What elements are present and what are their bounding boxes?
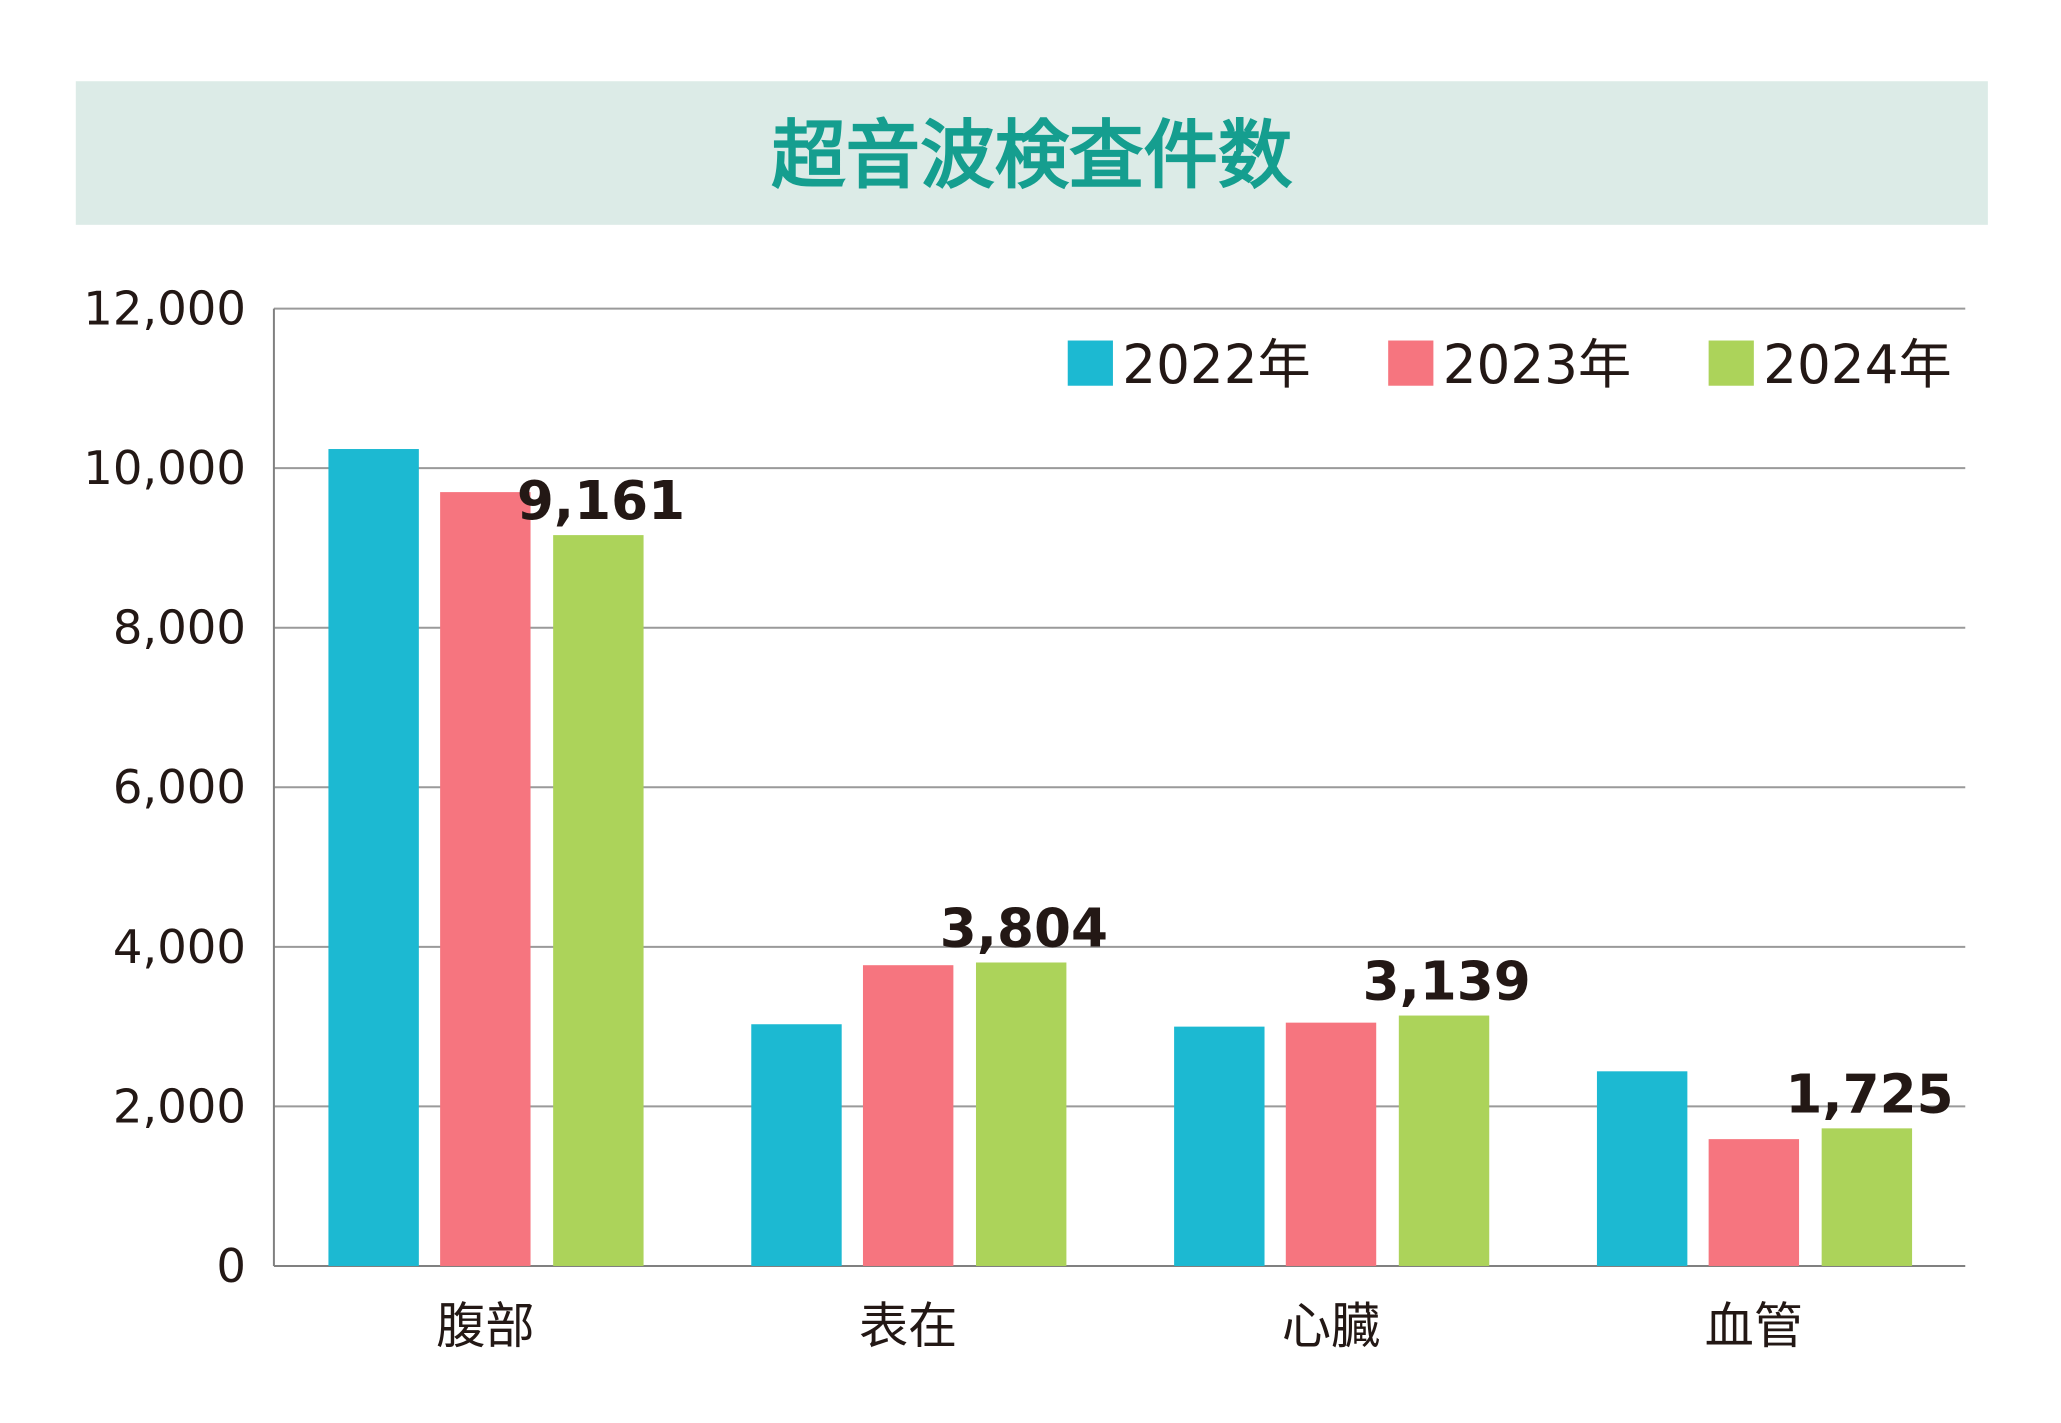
legend-swatch: [1388, 340, 1434, 386]
x-category-label: 血管: [1705, 1297, 1803, 1355]
bar-2024-3: [1821, 1128, 1913, 1266]
y-tick-label: 10,000: [83, 441, 246, 495]
legend: 2022年 2023年 2024年: [1067, 334, 1952, 396]
data-labels: 9,161 3,804 3,139 1,725: [517, 470, 1954, 1125]
bar-2023-2: [1285, 1022, 1377, 1266]
bar-2023-0: [440, 492, 531, 1266]
legend-label: 2024年: [1763, 334, 1952, 396]
bars: [328, 449, 1913, 1266]
bar-2022-0: [328, 449, 419, 1266]
y-tick-label: 8,000: [113, 601, 246, 655]
x-category-label: 表在: [859, 1297, 957, 1355]
y-tick-label: 6,000: [113, 760, 246, 814]
y-tick-label: 12,000: [83, 282, 246, 336]
y-tick-label: 0: [216, 1239, 246, 1293]
title-band: [75, 81, 1988, 225]
chart-title: 超音波検査件数: [771, 112, 1293, 199]
legend-swatch: [1708, 340, 1754, 386]
data-label: 3,139: [1363, 951, 1531, 1013]
bar-2023-1: [862, 965, 954, 1266]
data-label: 9,161: [517, 470, 685, 532]
bar-2022-2: [1174, 1026, 1265, 1266]
legend-swatch: [1067, 340, 1113, 386]
y-axis-ticks: 0 2,000 4,000 6,000 8,000 10,000 12,000: [83, 282, 246, 1293]
legend-label: 2023年: [1443, 334, 1632, 396]
x-axis-categories: 腹部 表在 心臓 血管: [436, 1297, 1803, 1355]
y-tick-label: 4,000: [113, 920, 246, 974]
bar-2022-1: [751, 1024, 842, 1266]
bar-2024-0: [553, 535, 644, 1266]
y-tick-label: 2,000: [113, 1079, 246, 1133]
bar-2024-1: [975, 962, 1067, 1266]
bar-2023-3: [1708, 1139, 1800, 1266]
x-category-label: 腹部: [436, 1297, 534, 1355]
data-label: 3,804: [940, 898, 1108, 960]
legend-label: 2022年: [1122, 334, 1310, 396]
bar-2024-2: [1398, 1015, 1490, 1266]
x-category-label: 心臓: [1282, 1297, 1380, 1355]
bar-2022-3: [1596, 1071, 1688, 1266]
data-label: 1,725: [1785, 1063, 1953, 1125]
